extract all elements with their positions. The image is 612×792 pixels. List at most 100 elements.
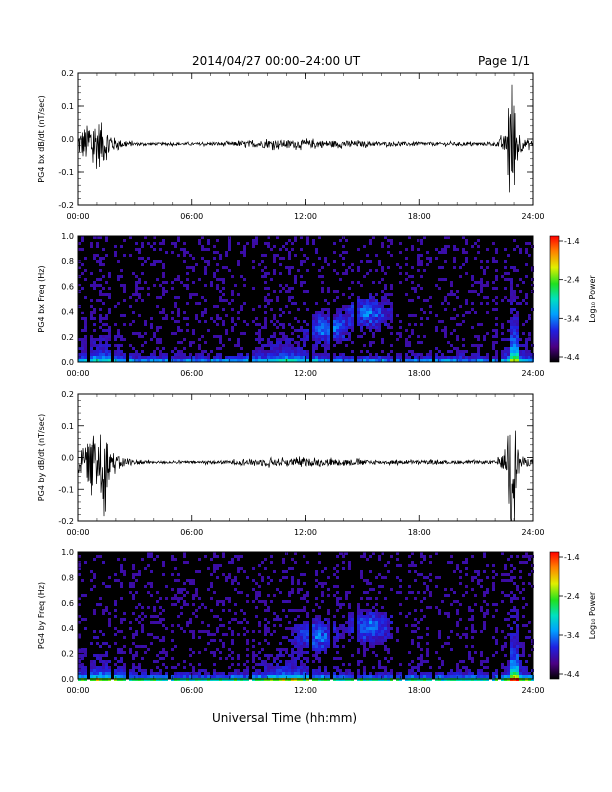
power-cell — [102, 654, 105, 657]
power-cell — [285, 651, 288, 654]
power-cell — [102, 287, 105, 290]
y-tick-label: 0.1 — [61, 102, 74, 111]
power-cell — [246, 660, 249, 663]
power-cell — [114, 609, 117, 612]
power-cell — [267, 353, 270, 356]
power-cell — [246, 594, 249, 597]
power-cell — [384, 624, 387, 627]
power-cell — [273, 272, 276, 275]
power-cell — [387, 672, 390, 675]
power-cell — [294, 236, 297, 239]
power-cell — [504, 594, 507, 597]
power-cell — [192, 341, 195, 344]
power-cell — [408, 591, 411, 594]
power-cell — [141, 242, 144, 245]
power-cell — [357, 296, 360, 299]
power-cell — [258, 356, 261, 359]
power-cell — [372, 618, 375, 621]
power-cell — [204, 350, 207, 353]
power-cell — [303, 636, 306, 639]
power-cell — [273, 290, 276, 293]
power-cell — [375, 293, 378, 296]
power-cell — [279, 642, 282, 645]
power-cell — [261, 672, 264, 675]
power-cell — [93, 663, 96, 666]
power-cell — [324, 350, 327, 353]
power-cell — [276, 353, 279, 356]
power-cell — [504, 669, 507, 672]
power-cell — [492, 335, 495, 338]
power-cell — [417, 359, 420, 362]
power-cell — [303, 609, 306, 612]
power-cell — [225, 332, 228, 335]
power-cell — [189, 579, 192, 582]
power-cell — [357, 627, 360, 630]
power-cell — [483, 269, 486, 272]
power-cell — [303, 606, 306, 609]
power-cell — [288, 251, 291, 254]
power-cell — [408, 323, 411, 326]
power-cell — [234, 576, 237, 579]
power-cell — [303, 645, 306, 648]
power-cell — [114, 359, 117, 362]
power-cell — [78, 654, 81, 657]
power-cell — [273, 594, 276, 597]
colorbar-label: Log₁₀ Power — [588, 275, 597, 323]
power-cell — [273, 630, 276, 633]
power-cell — [99, 666, 102, 669]
power-cell — [264, 630, 267, 633]
power-cell — [189, 672, 192, 675]
power-cell — [372, 320, 375, 323]
power-cell — [513, 332, 516, 335]
power-cell — [300, 573, 303, 576]
power-cell — [420, 275, 423, 278]
power-cell — [387, 660, 390, 663]
power-cell — [141, 272, 144, 275]
power-cell — [195, 591, 198, 594]
power-cell — [96, 350, 99, 353]
power-cell — [507, 320, 510, 323]
power-cell — [327, 588, 330, 591]
power-cell — [486, 576, 489, 579]
power-cell — [225, 633, 228, 636]
power-cell — [327, 672, 330, 675]
power-cell — [435, 675, 438, 678]
power-cell — [429, 305, 432, 308]
power-cell — [258, 335, 261, 338]
power-cell — [303, 254, 306, 257]
power-cell — [171, 350, 174, 353]
power-cell — [516, 296, 519, 299]
power-cell — [483, 555, 486, 558]
power-cell — [303, 555, 306, 558]
power-cell — [102, 323, 105, 326]
power-cell — [93, 350, 96, 353]
power-cell — [99, 359, 102, 362]
power-cell — [339, 353, 342, 356]
power-cell — [150, 263, 153, 266]
power-cell — [159, 657, 162, 660]
power-cell — [513, 615, 516, 618]
power-cell — [357, 356, 360, 359]
power-cell — [219, 359, 222, 362]
power-cell — [261, 663, 264, 666]
power-cell — [93, 311, 96, 314]
power-cell — [417, 636, 420, 639]
power-cell — [192, 332, 195, 335]
power-cell — [306, 675, 309, 678]
power-cell — [429, 359, 432, 362]
power-cell — [510, 633, 513, 636]
power-cell — [411, 552, 414, 555]
power-cell — [252, 239, 255, 242]
power-cell — [504, 347, 507, 350]
power-cell — [78, 615, 81, 618]
power-cell — [453, 245, 456, 248]
power-cell — [513, 660, 516, 663]
power-cell — [381, 639, 384, 642]
power-cell — [342, 353, 345, 356]
power-cell — [429, 555, 432, 558]
power-cell — [339, 317, 342, 320]
power-cell — [447, 642, 450, 645]
power-cell — [234, 356, 237, 359]
power-cell — [486, 675, 489, 678]
power-cell — [363, 609, 366, 612]
